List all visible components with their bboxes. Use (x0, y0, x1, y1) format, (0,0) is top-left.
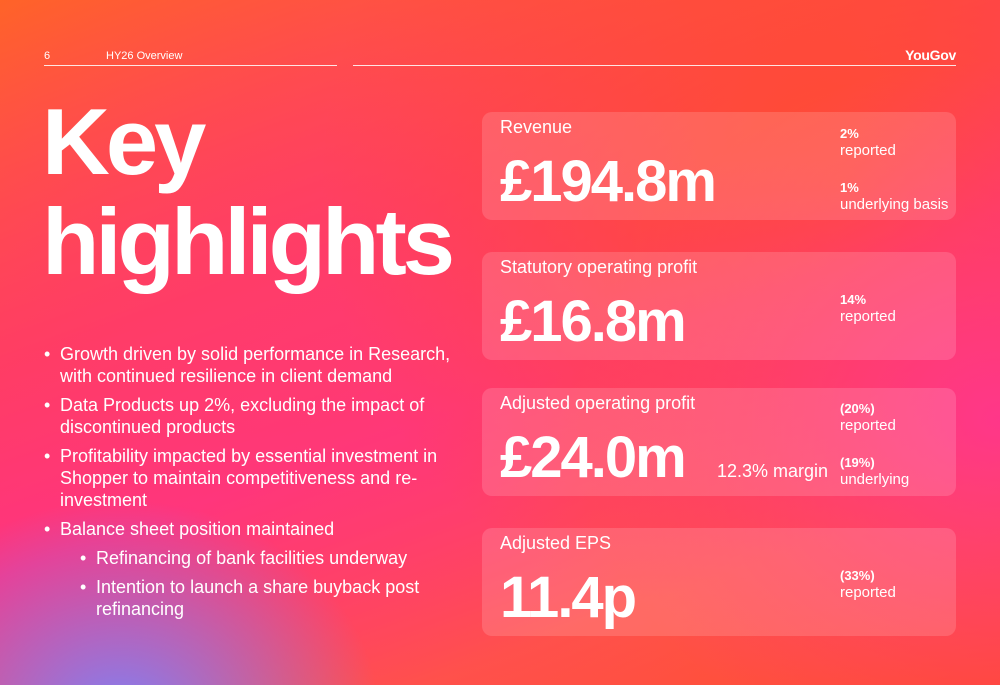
metric-label: Statutory operating profit (500, 257, 698, 277)
change-value: (19%) (840, 455, 875, 470)
change-value: 2% (840, 126, 859, 141)
change-label: reported (840, 417, 896, 434)
change-reported: 2% reported (840, 126, 896, 160)
metric-value: 11.4p (500, 565, 637, 630)
sub-bullet-buyback: Intention to launch a share buyback post… (42, 576, 462, 620)
adjusted-eps-card: Adjusted EPS 11.4p (33%) reported (482, 528, 956, 636)
bullet-data-products: Data Products up 2%, excluding the impac… (42, 394, 462, 438)
metric-value: £16.8m (500, 289, 687, 354)
metric-value: £194.8m (500, 149, 717, 214)
header-right: YouGov (353, 47, 956, 66)
change-label: reported (840, 584, 896, 601)
change-reported: (20%) reported (840, 401, 896, 435)
metric-value: £24.0m (500, 425, 687, 490)
change-reported: 14% reported (840, 292, 896, 326)
bullet-balance-sheet: Balance sheet position maintained (42, 518, 462, 540)
metric-label: Adjusted operating profit (500, 393, 696, 413)
adjusted-profit-card: Adjusted operating profit £24.0m 12.3% m… (482, 388, 956, 496)
change-label: underlying (840, 471, 910, 488)
revenue-card: Revenue £194.8m 2% reported 1% underlyin… (482, 112, 956, 220)
yougov-logo: YouGov (905, 47, 956, 63)
title-line-2: highlights (42, 189, 455, 294)
margin-note: 12.3% margin (717, 461, 829, 481)
title-line-1: Key (42, 89, 206, 194)
bullet-profitability: Profitability impacted by essential inve… (42, 445, 462, 511)
statutory-profit-card: Statutory operating profit £16.8m 14% re… (482, 252, 956, 360)
bullet-growth: Growth driven by solid performance in Re… (42, 343, 462, 387)
change-value: 1% (840, 180, 859, 195)
change-value: 14% (840, 292, 867, 307)
change-underlying: (19%) underlying (840, 455, 909, 489)
change-label: underlying basis (840, 196, 949, 213)
change-label: reported (840, 142, 896, 159)
sub-bullet-refinancing: Refinancing of bank facilities underway (42, 547, 462, 569)
change-label: reported (840, 308, 896, 325)
page-title: Key highlights (42, 89, 455, 294)
metric-label: Revenue (500, 117, 573, 137)
section-title: HY26 Overview (106, 50, 183, 62)
change-value: (20%) (840, 401, 875, 416)
change-reported: (33%) reported (840, 568, 896, 602)
highlights-list: Growth driven by solid performance in Re… (42, 343, 462, 627)
change-value: (33%) (840, 568, 875, 583)
header-left: 6 HY26 Overview (44, 50, 337, 66)
metric-label: Adjusted EPS (500, 533, 612, 553)
page-number: 6 (44, 50, 51, 62)
change-underlying: 1% underlying basis (840, 180, 948, 214)
